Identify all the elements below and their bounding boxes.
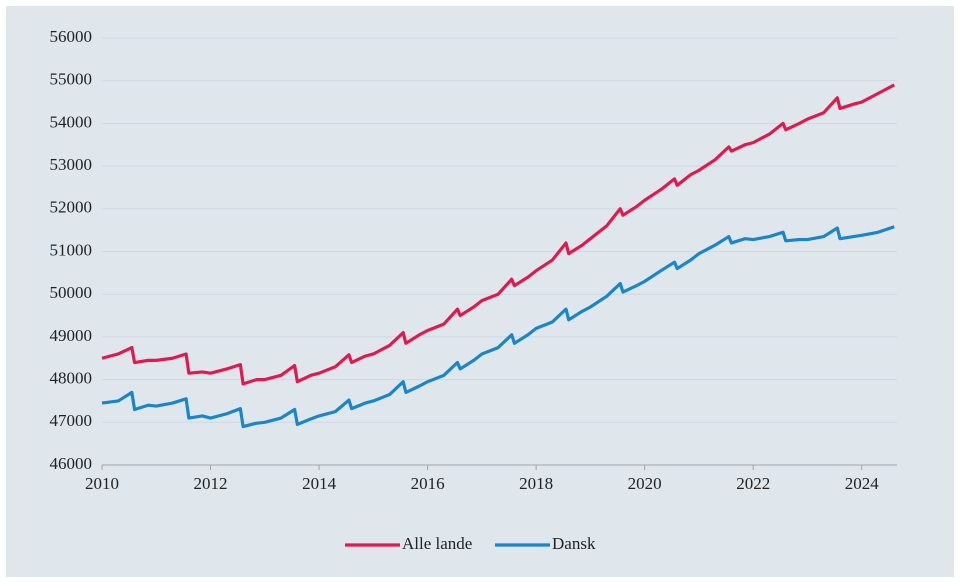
series-line: [101, 225, 895, 429]
x-tick-label: 2014: [302, 474, 337, 493]
legend-label: Alle lande: [402, 534, 472, 553]
y-tick-label: 53000: [50, 155, 93, 174]
x-tick-label: 2020: [628, 474, 662, 493]
y-tick-label: 56000: [50, 27, 93, 46]
y-tick-label: 48000: [50, 369, 93, 388]
y-tick-label: 50000: [50, 283, 93, 302]
x-tick-label: 2024: [845, 474, 880, 493]
y-tick-label: 51000: [50, 240, 93, 259]
y-tick-label: 55000: [50, 70, 93, 89]
y-tick-label: 54000: [50, 112, 93, 131]
x-tick-label: 2016: [411, 474, 445, 493]
chart-background: [6, 6, 954, 577]
y-tick-label: 49000: [50, 326, 93, 345]
x-tick-label: 2012: [194, 474, 228, 493]
x-tick-label: 2018: [519, 474, 553, 493]
series-line: [101, 83, 896, 386]
legend-label: Dansk: [552, 534, 596, 553]
y-tick-label: 47000: [50, 411, 93, 430]
y-tick-label: 46000: [50, 454, 93, 473]
y-tick-label: 52000: [50, 198, 93, 217]
x-tick-label: 2010: [85, 474, 119, 493]
x-tick-label: 2022: [736, 474, 770, 493]
